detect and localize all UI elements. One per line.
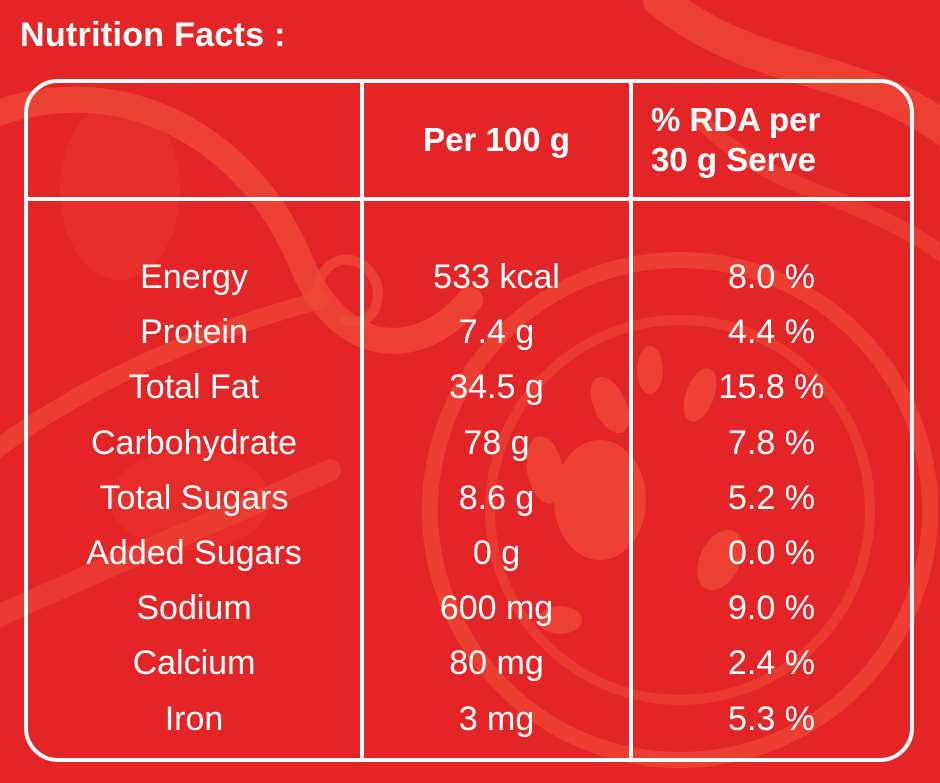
per-100g-value: 80 mg xyxy=(449,644,544,683)
table-row: Calcium 80 mg 2.4 % xyxy=(28,636,910,691)
rda-value: 4.4 % xyxy=(728,313,815,352)
nutrient-name: Iron xyxy=(164,699,224,738)
table-row: Protein 7.4 g 4.4 % xyxy=(28,305,910,360)
column-divider xyxy=(629,83,633,758)
header-rda-line2: 30 g Serve xyxy=(651,141,817,178)
per-100g-value: 533 kcal xyxy=(433,258,560,296)
rda-value: 9.0 % xyxy=(728,589,815,628)
table-row: Sodium 600 mg 9.0 % xyxy=(28,581,910,636)
rda-value: 15.8 % xyxy=(718,368,825,407)
per-100g-value: 600 mg xyxy=(439,589,554,628)
header-rda: % RDA per 30 g Serve xyxy=(651,83,911,197)
nutrition-table: Per 100 g % RDA per 30 g Serve Energy 53… xyxy=(24,79,914,762)
rda-value: 2.4 % xyxy=(728,644,815,683)
nutrient-name: Sodium xyxy=(136,589,252,628)
rda-value: 5.3 % xyxy=(728,699,815,738)
per-100g-value: 8.6 g xyxy=(458,478,535,517)
nutrient-name: Carbohydrate xyxy=(90,423,297,462)
header-divider xyxy=(28,197,910,201)
nutrient-name: Total Sugars xyxy=(99,478,289,517)
per-100g-value: 34.5 g xyxy=(449,368,544,407)
per-100g-value: 3 mg xyxy=(458,699,535,738)
nutrient-name: Energy xyxy=(140,258,248,296)
table-row: Energy 533 kcal 8.0 % xyxy=(28,250,910,305)
table-row: Added Sugars 0 g 0.0 % xyxy=(28,526,910,581)
per-100g-value: 0 g xyxy=(472,533,521,572)
header-rda-line1: % RDA per xyxy=(651,101,821,138)
table-row: Iron 3 mg 5.3 % xyxy=(28,692,910,747)
column-divider xyxy=(360,83,364,758)
rda-value: 0.0 % xyxy=(728,533,815,572)
nutrient-name: Calcium xyxy=(132,644,256,683)
header-per-100g: Per 100 g xyxy=(423,121,570,158)
table-row: Total Sugars 8.6 g 5.2 % xyxy=(28,471,910,526)
nutrient-rows: Energy 533 kcal 8.0 % Protein 7.4 g 4.4 … xyxy=(28,250,910,747)
per-100g-value: 78 g xyxy=(463,423,530,462)
rda-value: 7.8 % xyxy=(728,423,815,462)
nutrient-name: Total Fat xyxy=(128,368,260,407)
table-row: Carbohydrate 78 g 7.8 % xyxy=(28,416,910,471)
rda-value: 8.0 % xyxy=(728,258,815,296)
rda-value: 5.2 % xyxy=(728,478,815,517)
per-100g-value: 7.4 g xyxy=(458,313,535,352)
page-title: Nutrition Facts : xyxy=(20,16,286,54)
nutrient-name: Protein xyxy=(140,313,248,352)
table-row: Total Fat 34.5 g 15.8 % xyxy=(28,360,910,415)
nutrient-name: Added Sugars xyxy=(86,533,302,572)
